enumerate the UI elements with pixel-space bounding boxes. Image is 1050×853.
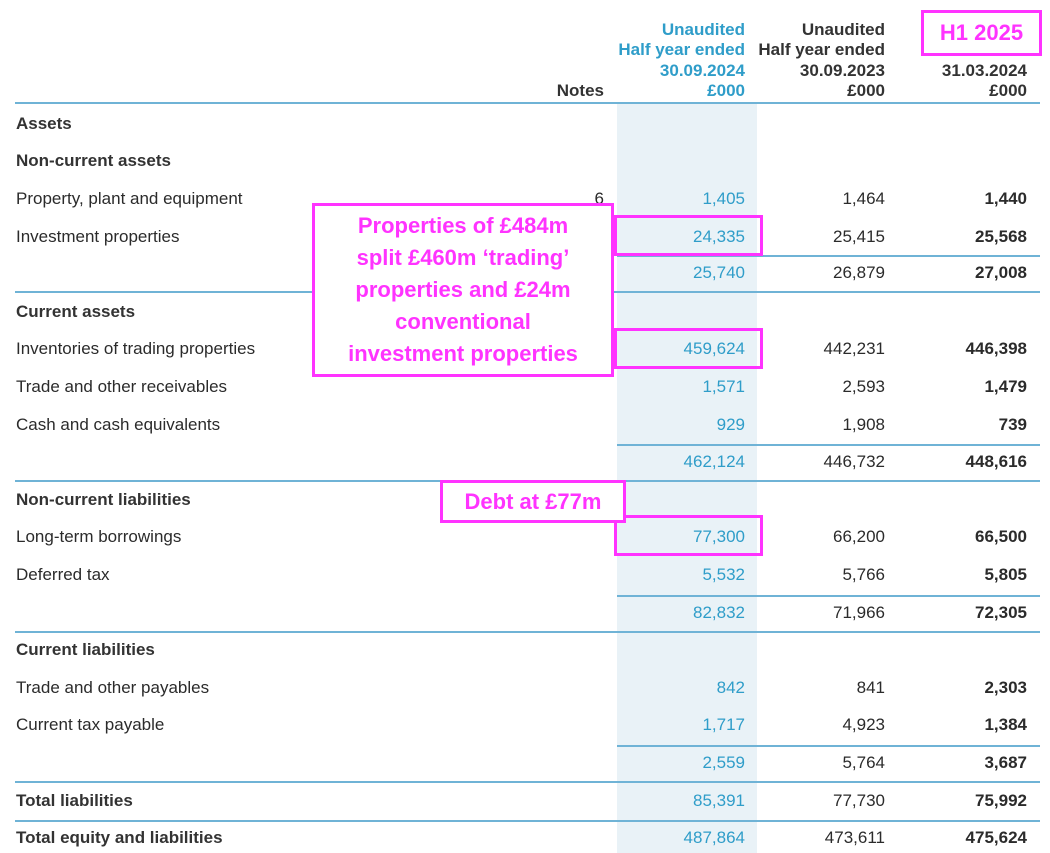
cell-value: 27,008: [975, 263, 1027, 282]
cell-value: 842: [716, 678, 745, 697]
column-header: £000: [989, 81, 1027, 100]
cell-value: 4,923: [842, 715, 885, 734]
cell-value: 82,832: [693, 603, 745, 622]
note-ref: 6: [594, 189, 604, 208]
annotation: Properties of £484m split £460m ‘trading’…: [312, 203, 614, 377]
row-heading: Total liabilities: [16, 791, 133, 810]
subtotal-rule: [617, 444, 1040, 446]
cell-value: 66,500: [975, 527, 1027, 546]
annotation-line: Properties of £484m: [357, 213, 569, 238]
row-label: Property, plant and equipment: [16, 189, 243, 208]
cell-value: 487,864: [683, 828, 745, 847]
row-label: Deferred tax: [16, 565, 110, 584]
cell-value: 448,616: [965, 452, 1027, 471]
row-heading: Non-current liabilities: [16, 490, 191, 509]
cell-value: 5,766: [842, 565, 885, 584]
row-label: Current tax payable: [16, 715, 165, 734]
cell-value: 739: [998, 415, 1027, 434]
cell-value: 473,611: [824, 828, 885, 847]
column-header: Half year ended: [758, 40, 885, 59]
column-header: £000: [847, 81, 885, 100]
cell-value: 24,335: [693, 227, 745, 246]
highlight-box: [614, 215, 763, 256]
section-rule: [15, 631, 1040, 633]
highlight-column: [617, 103, 757, 853]
column-header: 30.09.2024: [659, 61, 745, 80]
row-label: Long-term borrowings: [16, 527, 182, 546]
section-rule: [15, 781, 1040, 783]
header-rule: [15, 102, 1040, 104]
cell-value: 75,992: [975, 791, 1027, 810]
column-header: Unaudited: [801, 20, 885, 39]
column-header: 31.03.2024: [941, 61, 1027, 80]
cell-value: 25,568: [975, 227, 1027, 246]
cell-value: 475,624: [965, 828, 1027, 847]
annotation: H1 2025: [921, 10, 1042, 56]
cell-value: 2,303: [984, 678, 1027, 697]
row-heading: Assets: [16, 114, 72, 133]
cell-value: 1,440: [984, 189, 1027, 208]
column-header: 30.09.2023: [799, 61, 885, 80]
row-heading: Current liabilities: [16, 640, 155, 659]
row-heading: Non-current assets: [16, 151, 171, 170]
cell-value: 446,398: [965, 339, 1027, 358]
subtotal-rule: [617, 595, 1040, 597]
row-label: Trade and other payables: [16, 678, 210, 697]
cell-value: 1,464: [842, 189, 885, 208]
subtotal-rule: [617, 255, 1040, 257]
annotation-line: properties and £24m: [355, 277, 571, 302]
cell-value: 72,305: [975, 603, 1027, 622]
column-header: Unaudited: [661, 20, 745, 39]
cell-value: 2,593: [842, 377, 885, 396]
cell-value: 77,300: [693, 527, 745, 546]
cell-value: 1,405: [702, 189, 745, 208]
cell-value: 1,717: [702, 715, 745, 734]
cell-value: 5,805: [984, 565, 1027, 584]
cell-value: 462,124: [683, 452, 745, 471]
cell-value: 2,559: [702, 753, 745, 772]
annotation: Debt at £77m: [440, 480, 626, 523]
cell-value: 442,231: [823, 339, 885, 358]
cell-value: 1,479: [984, 377, 1027, 396]
annotation-line: H1 2025: [939, 20, 1024, 45]
cell-value: 1,571: [702, 377, 745, 396]
row-heading: Current assets: [16, 302, 136, 321]
cell-value: 26,879: [833, 263, 885, 282]
highlight-box: [614, 328, 763, 369]
cell-value: 1,908: [842, 415, 885, 434]
annotation-line: split £460m ‘trading’: [356, 245, 570, 270]
cell-value: 929: [716, 415, 745, 434]
cell-value: 25,415: [833, 227, 885, 246]
cell-value: 66,200: [833, 527, 885, 546]
cell-value: 5,532: [702, 565, 745, 584]
cell-value: 5,764: [842, 753, 885, 772]
annotation-line: investment properties: [348, 341, 578, 366]
row-heading: Total equity and liabilities: [16, 828, 223, 847]
cell-value: 85,391: [693, 791, 745, 810]
section-rule: [15, 820, 1040, 822]
row-label: Cash and cash equivalents: [16, 415, 221, 434]
cell-value: 3,687: [984, 753, 1027, 772]
row-label: Investment properties: [16, 227, 180, 246]
cell-value: 77,730: [833, 791, 885, 810]
notes-header: Notes: [556, 81, 604, 100]
cell-value: 25,740: [693, 263, 745, 282]
cell-value: 1,384: [984, 715, 1027, 734]
row-label: Trade and other receivables: [16, 377, 228, 396]
row-label: Inventories of trading properties: [16, 339, 256, 358]
cell-value: 446,732: [823, 452, 885, 471]
annotation-line: Debt at £77m: [464, 488, 602, 514]
annotation-line: conventional: [395, 309, 531, 334]
column-header: Half year ended: [618, 40, 745, 59]
cell-value: 459,624: [683, 339, 745, 358]
highlight-box: [614, 515, 763, 556]
column-header: £000: [707, 81, 745, 100]
cell-value: 841: [856, 678, 885, 697]
cell-value: 71,966: [833, 603, 885, 622]
subtotal-rule: [617, 745, 1040, 747]
